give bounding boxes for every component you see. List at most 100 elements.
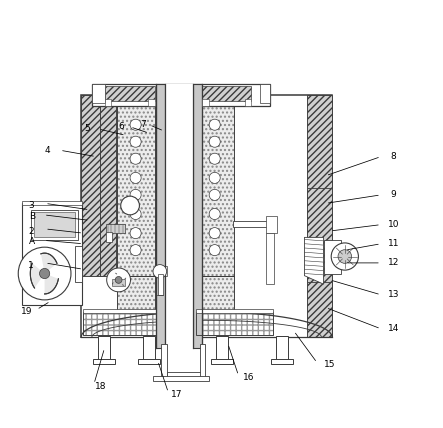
Text: 9: 9 [391,190,396,199]
Bar [23,201,82,205]
Bar [338,250,346,263]
Circle shape [115,276,122,283]
Text: 19: 19 [21,307,32,316]
Text: 6: 6 [119,122,124,131]
Bar [196,312,272,335]
Circle shape [209,208,220,220]
Text: 13: 13 [388,290,400,299]
Circle shape [209,189,220,200]
Bar [106,224,125,233]
Text: 8: 8 [391,152,396,161]
Bar [83,309,155,312]
Circle shape [130,119,141,130]
Text: 16: 16 [243,373,255,382]
Bar [83,312,156,335]
Circle shape [39,268,50,279]
Polygon shape [30,263,45,288]
Circle shape [130,245,141,256]
Bar [233,221,271,227]
Circle shape [209,228,220,239]
Text: B: B [29,211,35,220]
Circle shape [209,172,220,183]
Bar [23,203,82,306]
Text: 2: 2 [28,226,34,235]
Bar [117,106,155,276]
Bar [117,276,155,314]
Bar [155,266,167,276]
Bar [81,95,332,337]
Text: 3: 3 [28,201,34,210]
Bar [211,359,233,364]
Bar [117,276,155,314]
Text: A: A [29,237,35,246]
Bar [216,336,228,361]
Bar [202,86,251,101]
Circle shape [331,243,358,270]
Bar [196,276,234,314]
Bar [75,246,82,282]
Bar [196,106,234,276]
Bar [260,84,270,104]
Bar [83,312,156,335]
Polygon shape [304,238,323,284]
Bar [81,95,101,276]
Bar [193,84,202,348]
Bar [117,106,155,276]
Bar [165,84,193,348]
Bar [307,95,332,337]
Circle shape [209,153,220,164]
Circle shape [130,172,141,183]
Bar [196,106,234,276]
Bar [167,372,202,378]
Bar [271,359,293,364]
Text: 4: 4 [44,146,50,155]
Bar [105,99,111,106]
Text: 5: 5 [85,125,90,134]
Polygon shape [45,273,58,294]
Bar [100,106,117,276]
Text: 14: 14 [388,324,400,333]
Text: 10: 10 [388,220,400,229]
Circle shape [209,136,220,147]
Circle shape [130,136,141,147]
Bar [92,84,105,104]
Bar [323,240,341,273]
Bar [148,99,155,106]
Circle shape [130,228,141,239]
Text: 17: 17 [171,390,183,399]
Polygon shape [41,253,57,273]
Bar [112,279,125,286]
Bar [245,99,251,106]
Bar [196,309,272,312]
Bar [105,86,155,101]
Bar [31,210,78,240]
Bar [92,84,270,106]
Bar [153,377,209,380]
Bar [196,276,234,314]
Circle shape [130,189,141,200]
Bar [155,84,165,348]
Bar [266,233,274,284]
Bar [98,336,110,361]
Bar [307,188,332,282]
Bar [138,359,160,364]
Bar [106,232,112,242]
Bar [200,344,206,378]
Text: 7: 7 [140,120,146,129]
Circle shape [130,208,141,220]
Text: 11: 11 [388,239,400,248]
Circle shape [121,196,140,215]
Polygon shape [81,312,332,337]
Text: 18: 18 [94,382,106,391]
Circle shape [130,153,141,164]
Bar [276,336,288,361]
Bar [202,99,209,106]
Circle shape [107,268,131,292]
Circle shape [209,119,220,130]
Text: 1: 1 [28,261,34,270]
Circle shape [209,245,220,256]
Circle shape [18,247,71,300]
Bar [143,336,155,361]
Bar [35,212,75,238]
Circle shape [338,250,352,263]
